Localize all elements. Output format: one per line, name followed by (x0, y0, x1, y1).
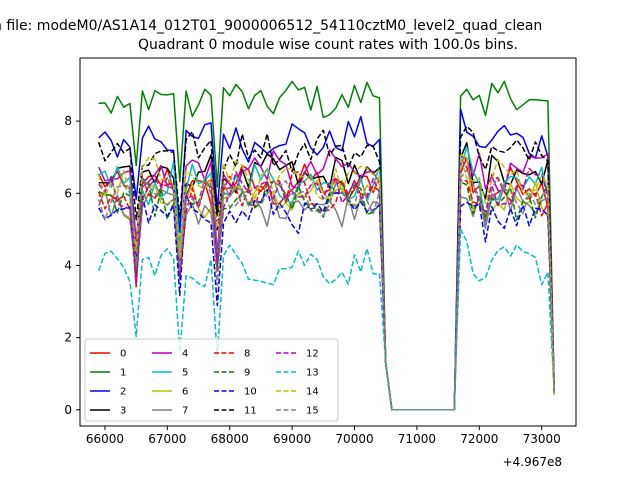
legend-label: 10 (244, 387, 257, 398)
y-tick-label: 2 (64, 331, 72, 345)
series-layer (97, 80, 555, 411)
y-tick-label: 4 (64, 258, 72, 272)
legend-label: 9 (244, 368, 250, 379)
x-tick-label: 68000 (211, 432, 249, 446)
series-line-14 (97, 156, 555, 411)
series-line-2 (98, 108, 555, 411)
x-tick-label: 66000 (86, 432, 124, 446)
series-line-1 (98, 80, 555, 411)
x-tick-label: 67000 (148, 432, 186, 446)
legend-label: 12 (306, 349, 319, 360)
legend-label: 8 (244, 349, 250, 360)
x-tick-label: 71000 (398, 432, 436, 446)
y-tick-label: 8 (64, 114, 72, 128)
legend-label: 3 (120, 406, 126, 417)
series-line-13 (97, 228, 555, 411)
legend-label: 11 (244, 406, 257, 417)
x-tick-label: 73000 (523, 432, 561, 446)
legend-label: 0 (120, 349, 126, 360)
chart-suptitle: n file: modeM0/AS1A14_012T01_9000006512_… (0, 18, 542, 34)
x-offset-label: +4.967e8 (503, 455, 562, 469)
legend-label: 6 (182, 387, 188, 398)
series-line-5 (98, 146, 555, 411)
legend-box (84, 338, 339, 422)
series-line-10 (98, 188, 555, 411)
legend-label: 13 (306, 368, 319, 379)
legend-label: 5 (182, 368, 188, 379)
series-line-15 (97, 169, 555, 411)
legend-label: 4 (182, 349, 188, 360)
legend-label: 2 (120, 387, 126, 398)
y-tick-label: 0 (64, 403, 72, 417)
y-tick-label: 6 (64, 186, 72, 200)
legend-label: 1 (120, 368, 126, 379)
x-tick-label: 72000 (460, 432, 498, 446)
legend-label: 15 (306, 406, 319, 417)
axis-ticks: 66000 67000 68000 69000 70000 71000 72000 73000… (64, 114, 560, 446)
chart-title: Quadrant 0 module wise count rates with … (138, 37, 518, 53)
legend-label: 7 (182, 406, 188, 417)
plot-frame (79, 57, 577, 427)
x-tick-label: 69000 (273, 432, 311, 446)
legend-label: 14 (306, 387, 319, 398)
x-tick-label: 70000 (335, 432, 373, 446)
series-line-11 (97, 125, 555, 411)
